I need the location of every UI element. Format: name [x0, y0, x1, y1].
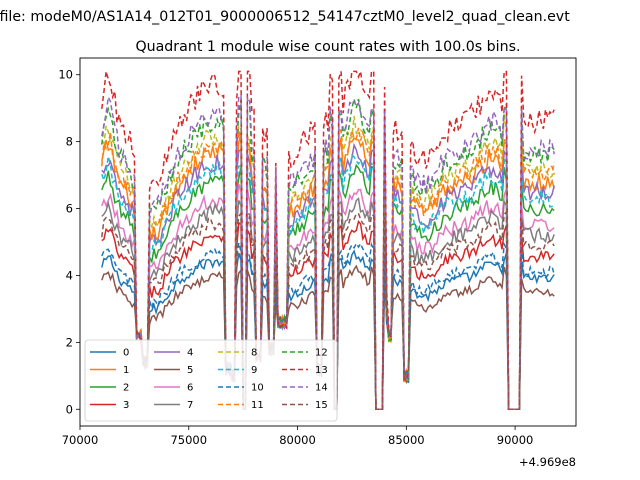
series-line-15: [101, 210, 555, 411]
y-tick-label: 0: [66, 402, 73, 416]
series-line-0: [101, 249, 555, 411]
legend-label-5: 5: [187, 365, 193, 376]
series-line-6: [101, 183, 555, 411]
y-tick-label: 8: [66, 135, 73, 149]
x-tick-label: 80000: [279, 433, 316, 447]
y-axis: 0 2 4 6 8 10: [58, 68, 80, 416]
x-tick-label: 75000: [170, 433, 207, 447]
y-tick-label: 6: [66, 202, 73, 216]
legend-label-13: 13: [315, 365, 328, 376]
x-tick-label: 70000: [62, 433, 99, 447]
legend-label-6: 6: [187, 383, 193, 394]
series-line-7: [101, 197, 555, 411]
legend-label-4: 4: [187, 348, 193, 359]
x-tick-label: 90000: [497, 433, 534, 447]
legend-box: [84, 339, 338, 422]
series-line-13: [101, 70, 555, 411]
legend-label-12: 12: [315, 348, 328, 359]
legend-label-9: 9: [251, 365, 257, 376]
series-line-10: [101, 241, 555, 411]
x-tick-label: 85000: [388, 433, 425, 447]
axes-frame: [79, 57, 577, 427]
y-tick-label: 2: [66, 335, 73, 349]
figure-suptitle: in file: modeM0/AS1A14_012T01_9000006512…: [0, 9, 570, 25]
legend-label-10: 10: [251, 383, 264, 394]
legend-label-2: 2: [123, 383, 129, 394]
x-axis: 70000 75000 80000 85000 90000: [62, 426, 534, 447]
legend-label-11: 11: [251, 400, 264, 411]
y-tick-label: 10: [58, 68, 73, 82]
series-line-2: [101, 163, 555, 411]
x-offset-label: +4.969e8: [519, 455, 576, 469]
series-line-11: [101, 127, 555, 411]
chart-title: Quadrant 1 module wise count rates with …: [135, 39, 520, 55]
legend-label-7: 7: [187, 400, 193, 411]
series-line-3: [101, 219, 555, 411]
series-layer: [101, 70, 555, 411]
series-line-9: [101, 154, 555, 411]
legend-label-14: 14: [315, 383, 328, 394]
legend-label-8: 8: [251, 348, 257, 359]
series-line-5: [101, 264, 555, 411]
legend-label-1: 1: [123, 365, 129, 376]
legend-label-3: 3: [123, 400, 129, 411]
legend-label-0: 0: [123, 348, 129, 359]
series-line-14: [101, 94, 555, 411]
legend-label-15: 15: [315, 400, 328, 411]
y-tick-label: 4: [66, 268, 73, 282]
